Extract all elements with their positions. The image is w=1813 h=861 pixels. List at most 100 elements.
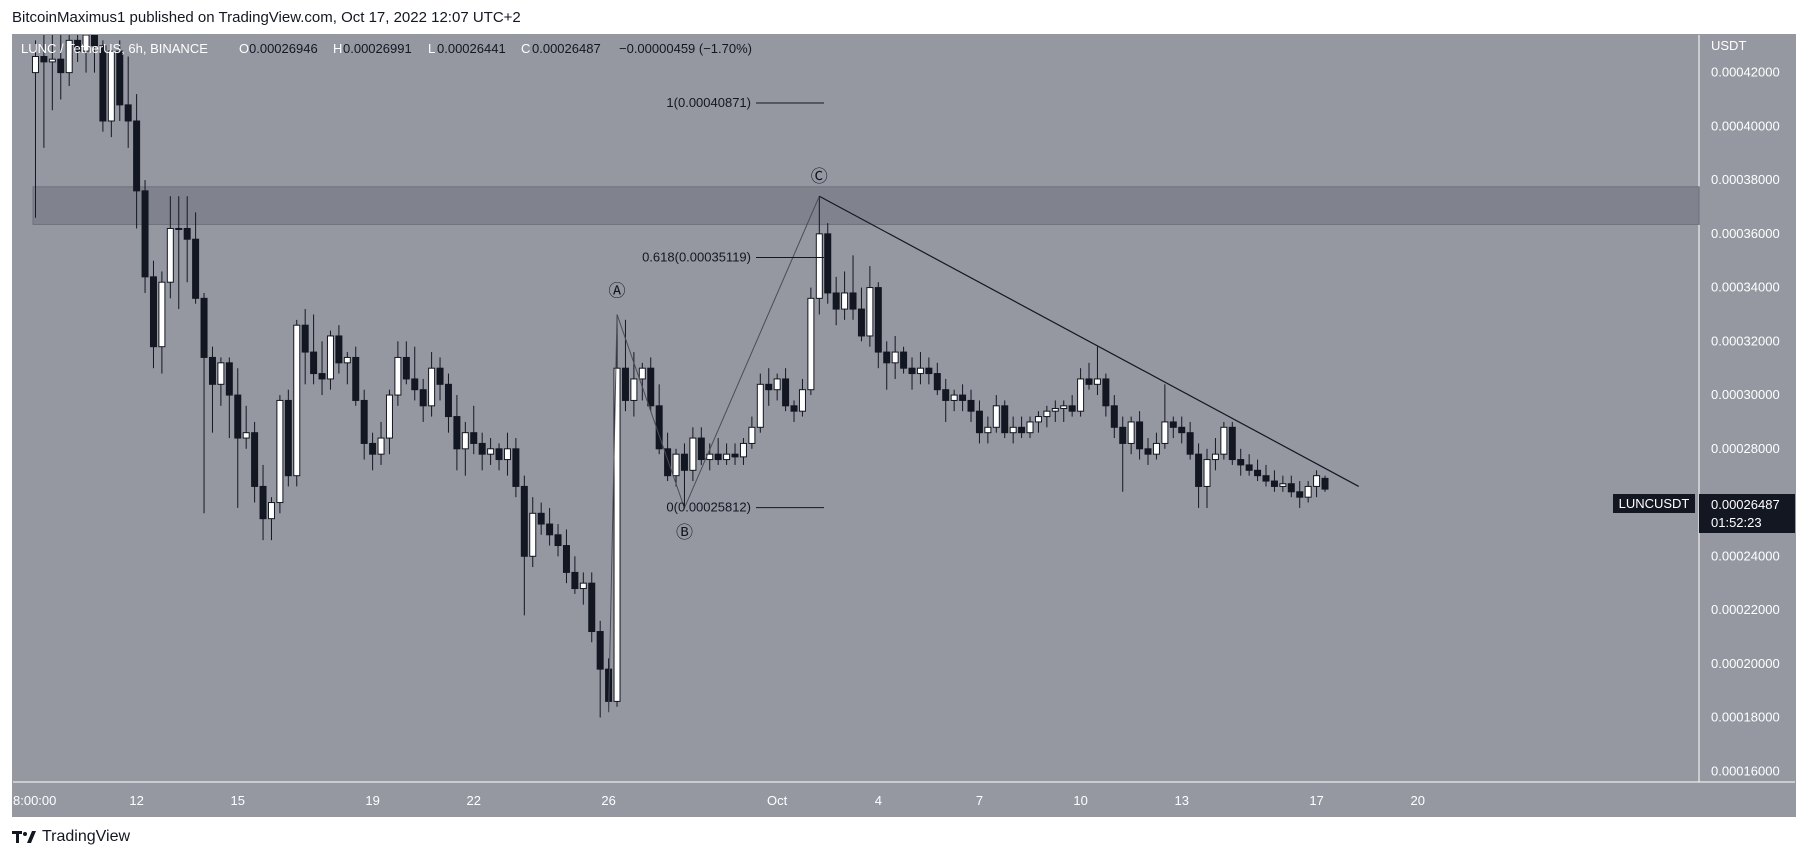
wave-zigzag-line xyxy=(608,196,820,713)
candle-down xyxy=(782,378,790,407)
candle-down xyxy=(883,351,891,364)
candle-down xyxy=(411,378,419,391)
legend-change: −0.00000459 (−1.70%) xyxy=(619,41,752,56)
price-tick-label: 0.00042000 xyxy=(1711,65,1780,80)
candle-up xyxy=(807,297,815,391)
candle-up xyxy=(984,426,992,434)
legend-symbol: LUNC / TetherUS, 6h, BINANCE xyxy=(21,41,208,56)
price-tick-label: 0.00016000 xyxy=(1711,763,1780,778)
candle-down xyxy=(453,416,461,450)
candle-up xyxy=(748,426,756,444)
time-scale-area[interactable] xyxy=(13,782,1795,816)
candle-down xyxy=(74,39,82,52)
fib-level-label: 0.618(0.00035119) xyxy=(642,250,751,265)
candle-up xyxy=(242,432,250,439)
candle-down xyxy=(284,399,292,477)
candle-up xyxy=(1127,421,1135,444)
candlestick-chart[interactable]: 1(0.00040871) 0.618(0.00035119) 0(0.000258… xyxy=(13,35,1795,816)
wave-label: Ⓒ xyxy=(811,167,828,186)
candle-up xyxy=(267,502,275,520)
candle-down xyxy=(975,410,983,434)
candle-up xyxy=(343,356,351,364)
candle-up xyxy=(866,287,874,337)
candle-down xyxy=(1254,469,1262,477)
candle-up xyxy=(891,351,899,364)
candle-up xyxy=(950,394,958,401)
legend-h-label: H xyxy=(333,41,342,56)
candle-down xyxy=(1068,405,1076,412)
candle-up xyxy=(48,58,56,63)
candle-up xyxy=(773,378,781,391)
candle-down xyxy=(942,389,950,401)
price-tick-label: 0.00024000 xyxy=(1711,548,1780,563)
candles-layer xyxy=(31,35,1329,718)
time-tick-label: 12 xyxy=(129,793,143,808)
candle-down xyxy=(402,356,410,380)
candle-up xyxy=(992,405,1000,428)
candle-down xyxy=(647,367,655,407)
legend-c-label: C xyxy=(521,41,530,56)
candle-down xyxy=(259,485,267,520)
candle-up xyxy=(487,448,495,455)
candle-up xyxy=(1279,483,1287,487)
candle-up xyxy=(1203,459,1211,487)
plot-area[interactable] xyxy=(13,35,1699,782)
candle-up xyxy=(672,453,680,477)
candle-up xyxy=(1220,426,1228,455)
price-scale-area[interactable] xyxy=(1699,35,1795,782)
candle-down xyxy=(335,335,343,364)
candle-down xyxy=(900,351,908,369)
price-tick-label: 0.00018000 xyxy=(1711,710,1780,725)
candle-down xyxy=(149,276,157,348)
candle-up xyxy=(723,453,731,461)
candle-up xyxy=(175,227,183,230)
candle-down xyxy=(90,35,98,47)
candle-down xyxy=(1237,459,1245,466)
price-tick-label: 0.00034000 xyxy=(1711,280,1780,295)
price-scale-currency: USDT xyxy=(1711,38,1746,53)
candle-down xyxy=(360,399,368,444)
chart-pane[interactable]: 1(0.00040871) 0.618(0.00035119) 0(0.000258… xyxy=(12,34,1796,817)
candle-down xyxy=(116,50,124,106)
candle-down xyxy=(554,534,562,547)
candle-down xyxy=(133,120,141,192)
publication-header: BitcoinMaximus1 published on TradingView… xyxy=(0,0,1813,36)
candle-down xyxy=(1136,421,1144,450)
tradingview-logo-icon xyxy=(12,831,36,843)
price-tick-label: 0.00036000 xyxy=(1711,226,1780,241)
last-price-value: 0.00026487 xyxy=(1711,497,1780,512)
candle-down xyxy=(571,571,579,590)
candle-down xyxy=(824,233,832,294)
price-tick-label: 0.00032000 xyxy=(1711,333,1780,348)
candle-down xyxy=(251,432,259,487)
candle-down xyxy=(849,292,857,310)
candle-down xyxy=(419,389,427,407)
candle-up xyxy=(529,512,537,557)
candle-up xyxy=(916,367,924,375)
candle-down xyxy=(765,383,773,391)
legend-l-value: 0.00026441 xyxy=(437,41,506,56)
candle-down xyxy=(1245,464,1253,471)
candle-down xyxy=(470,432,478,444)
candle-down xyxy=(369,442,377,455)
price-tick-label: 0.00028000 xyxy=(1711,441,1780,456)
candle-up xyxy=(1211,453,1219,461)
candle-down xyxy=(959,394,967,401)
candle-up xyxy=(166,227,174,283)
time-tick-label: 13 xyxy=(1174,793,1188,808)
candle-down xyxy=(1287,483,1295,493)
candle-down xyxy=(697,437,705,461)
last-price-marker: LUNCUSDT 0.00026487 01:52:23 xyxy=(1613,494,1795,533)
candle-down xyxy=(967,399,975,412)
candle-down xyxy=(208,356,216,385)
candle-up xyxy=(1060,405,1068,410)
candle-down xyxy=(1178,426,1186,434)
candle-down xyxy=(908,367,916,375)
resistance-zone xyxy=(32,186,1700,225)
candle-up xyxy=(293,324,301,477)
candle-down xyxy=(512,448,520,487)
time-tick-label: 26 xyxy=(601,793,615,808)
candle-down xyxy=(57,58,65,74)
candle-down xyxy=(99,45,107,122)
candle-up xyxy=(377,437,385,455)
